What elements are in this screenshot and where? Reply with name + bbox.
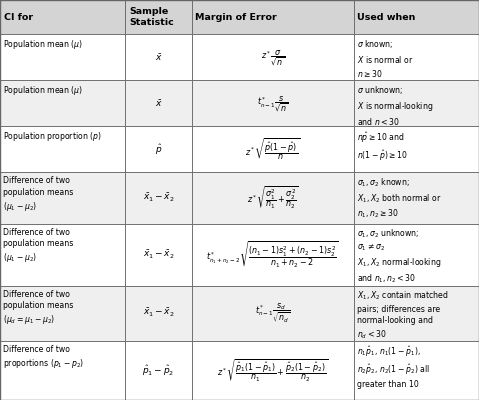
Bar (0, 286, 125, 341)
Bar (0, 126, 125, 172)
Text: $n\hat{p} \geq 10$ and
$n(1-\hat{p}) \geq 10$: $n\hat{p} \geq 10$ and $n(1-\hat{p}) \ge… (357, 130, 408, 163)
Bar (125, 286, 192, 341)
Bar (192, 286, 354, 341)
Text: $\bar{x}_1 - \bar{x}_2$: $\bar{x}_1 - \bar{x}_2$ (143, 248, 174, 261)
Bar (0, 0, 125, 34)
Bar (0, 341, 125, 400)
Bar (192, 80, 354, 126)
Bar (354, 341, 479, 400)
Text: $\bar{x}$: $\bar{x}$ (155, 98, 162, 109)
Bar (125, 0, 192, 34)
Text: Difference of two
population means
($\mu_1 - \mu_2$): Difference of two population means ($\mu… (3, 228, 74, 264)
Text: Population proportion ($p$): Population proportion ($p$) (3, 130, 102, 143)
Text: Difference of two
proportions ($p_1 - p_2$): Difference of two proportions ($p_1 - p_… (3, 345, 84, 370)
Text: $n_1\hat{p}_1$, $n_1(1-\hat{p}_1)$,
$n_2\hat{p}_2$, $n_2(1-\hat{p}_2)$ all
great: $n_1\hat{p}_1$, $n_1(1-\hat{p}_1)$, $n_2… (357, 345, 430, 389)
Text: $\bar{x}$: $\bar{x}$ (155, 52, 162, 63)
Bar (125, 34, 192, 80)
Bar (354, 0, 479, 34)
Text: $z^* \dfrac{\sigma}{\sqrt{n}}$: $z^* \dfrac{\sigma}{\sqrt{n}}$ (261, 48, 285, 67)
Bar (354, 126, 479, 172)
Bar (125, 80, 192, 126)
Text: Difference of two
population means
($\mu_1 - \mu_2$): Difference of two population means ($\mu… (3, 176, 74, 213)
Text: Population mean ($\mu$): Population mean ($\mu$) (3, 84, 83, 97)
Text: Sample
Statistic: Sample Statistic (129, 8, 174, 27)
Text: $\sigma_1, \sigma_2$ known;
$X_1, X_2$ both normal or
$n_1, n_2 \geq 30$: $\sigma_1, \sigma_2$ known; $X_1, X_2$ b… (357, 176, 442, 220)
Text: Margin of Error: Margin of Error (195, 13, 277, 22)
Bar (0, 224, 125, 286)
Text: $\hat{p}$: $\hat{p}$ (155, 142, 162, 157)
Bar (354, 286, 479, 341)
Text: Population mean ($\mu$): Population mean ($\mu$) (3, 38, 83, 51)
Bar (354, 80, 479, 126)
Text: $\bar{x}_1 - \bar{x}_2$: $\bar{x}_1 - \bar{x}_2$ (143, 307, 174, 319)
Text: $\sigma_1, \sigma_2$ unknown;
$\sigma_1 \neq \sigma_2$
$X_1, X_2$ normal-looking: $\sigma_1, \sigma_2$ unknown; $\sigma_1 … (357, 228, 441, 285)
Text: $z^* \sqrt{\dfrac{\hat{p}(1-\hat{p})}{n}}$: $z^* \sqrt{\dfrac{\hat{p}(1-\hat{p})}{n}… (245, 137, 300, 162)
Text: $z^* \sqrt{\dfrac{\sigma_1^2}{n_1}+\dfrac{\sigma_2^2}{n_2}}$: $z^* \sqrt{\dfrac{\sigma_1^2}{n_1}+\dfra… (247, 185, 298, 211)
Bar (354, 172, 479, 224)
Bar (0, 80, 125, 126)
Text: CI for: CI for (4, 13, 33, 22)
Bar (354, 224, 479, 286)
Text: $\sigma$ unknown;
$X$ is normal-looking
and $n < 30$: $\sigma$ unknown; $X$ is normal-looking … (357, 84, 433, 127)
Bar (125, 172, 192, 224)
Bar (0, 34, 125, 80)
Bar (0, 172, 125, 224)
Text: $X_1, X_2$ contain matched
pairs; differences are
normal-looking and
$n_d < 30$: $X_1, X_2$ contain matched pairs; differ… (357, 290, 448, 341)
Text: $t^*_{n_1+n_2-2} \sqrt{\dfrac{(n_1-1)s_1^2+(n_2-1)s_2^2}{n_1+n_2-2}}$: $t^*_{n_1+n_2-2} \sqrt{\dfrac{(n_1-1)s_1… (206, 240, 339, 270)
Text: $t^*_{n-1} \dfrac{s}{\sqrt{n}}$: $t^*_{n-1} \dfrac{s}{\sqrt{n}}$ (257, 94, 288, 113)
Text: $\hat{p}_1 - \hat{p}_2$: $\hat{p}_1 - \hat{p}_2$ (142, 363, 175, 378)
Bar (125, 224, 192, 286)
Bar (125, 341, 192, 400)
Text: Difference of two
population means
($\mu_d = \mu_1 - \mu_2$): Difference of two population means ($\mu… (3, 290, 74, 326)
Bar (192, 0, 354, 34)
Bar (192, 126, 354, 172)
Bar (192, 224, 354, 286)
Text: $\sigma$ known;
$X$ is normal or
$n \geq 30$: $\sigma$ known; $X$ is normal or $n \geq… (357, 38, 413, 79)
Bar (192, 172, 354, 224)
Bar (192, 341, 354, 400)
Bar (192, 34, 354, 80)
Text: $z^* \sqrt{\dfrac{\hat{p}_1(1-\hat{p}_1)}{n_1}+\dfrac{\hat{p}_2(1-\hat{p}_2)}{n_: $z^* \sqrt{\dfrac{\hat{p}_1(1-\hat{p}_1)… (217, 358, 328, 383)
Bar (125, 126, 192, 172)
Bar (354, 34, 479, 80)
Text: Used when: Used when (357, 13, 416, 22)
Text: $t^*_{n-1} \dfrac{s_d}{\sqrt{n_d}}$: $t^*_{n-1} \dfrac{s_d}{\sqrt{n_d}}$ (255, 302, 290, 324)
Text: $\bar{x}_1 - \bar{x}_2$: $\bar{x}_1 - \bar{x}_2$ (143, 192, 174, 204)
